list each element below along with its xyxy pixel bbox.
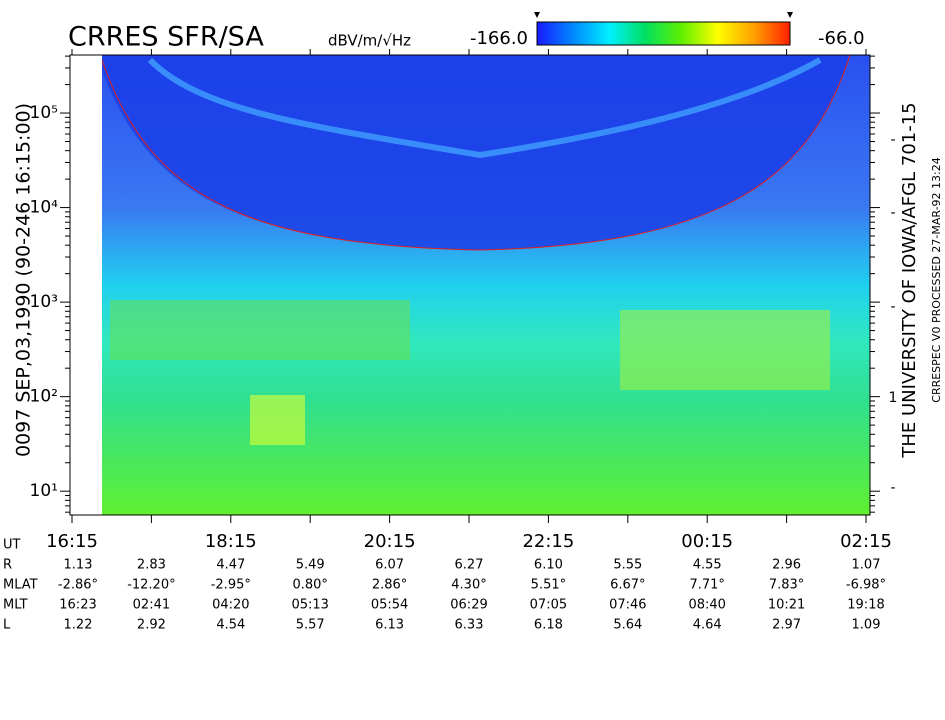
x-tick-label: 20:15: [364, 531, 416, 552]
x-tick-label: 00:15: [681, 531, 733, 552]
y-tick-label: 10⁴: [30, 198, 59, 218]
ephemeris-value: 2.83: [137, 558, 166, 573]
ephemeris-value: 5.51°: [531, 578, 566, 593]
ephemeris-value: 2.97: [772, 618, 801, 633]
colorbar-tick: [534, 12, 540, 18]
colorbar-label: -166.0: [470, 28, 528, 49]
ephemeris-value: 6.67°: [610, 578, 645, 593]
ephemeris-value: 07:05: [530, 598, 567, 613]
ephemeris-value: -2.86°: [58, 578, 98, 593]
plot-frame: [69, 54, 871, 516]
ephemeris-value: 5.64: [613, 618, 642, 633]
ephemeris-value: 6.18: [534, 618, 563, 633]
ephemeris-value: 1.22: [64, 618, 93, 633]
ephemeris-value: 5.57: [296, 618, 325, 633]
ephemeris-name: L: [3, 618, 11, 633]
emission-band: [147, 57, 822, 159]
ephemeris-value: 1.07: [852, 558, 881, 573]
ephemeris-value: 19:18: [847, 598, 884, 613]
ephemeris-value: 2.96: [772, 558, 801, 573]
ephemeris-value: 4.54: [216, 618, 245, 633]
colorbar: [536, 21, 791, 46]
x-tick-label: 02:15: [840, 531, 892, 552]
y-tick-label: 10²: [30, 387, 58, 407]
ephemeris-value: 10:21: [768, 598, 805, 613]
emission-patch: [110, 300, 410, 360]
ephemeris-value: 5.49: [296, 558, 325, 573]
ephemeris-value: 0.80°: [292, 578, 327, 593]
ephemeris-value: 16:23: [59, 598, 96, 613]
ephemeris-value: 4.47: [216, 558, 245, 573]
x-tick-label: 18:15: [205, 531, 257, 552]
x-tick-label: 16:15: [46, 531, 98, 552]
y-tick-label: 10¹: [30, 481, 58, 501]
ephemeris-value: 04:20: [212, 598, 249, 613]
ephemeris-value: 06:29: [450, 598, 487, 613]
ephemeris-name: MLAT: [3, 578, 38, 593]
ephemeris-name: MLT: [3, 598, 28, 613]
ephemeris-value: 4.30°: [451, 578, 486, 593]
left-label: 0097 SEP,03,1990 (90-246 16:15:00): [13, 103, 35, 457]
ephemeris-value: 4.64: [693, 618, 722, 633]
ephemeris-value: 6.13: [375, 618, 404, 633]
x-tick-label: 22:15: [522, 531, 574, 552]
right-sublabel: CRRESPEC V0 PROCESSED 27-MAR-92 13:24: [930, 157, 943, 402]
ephemeris-value: 1.09: [852, 618, 881, 633]
chart-title: CRRES SFR/SA: [68, 22, 264, 53]
ephemeris-value: 05:13: [291, 598, 328, 613]
ephemeris-value: 08:40: [688, 598, 725, 613]
ephemeris-value: 2.86°: [372, 578, 407, 593]
ephemeris-value: -12.20°: [127, 578, 175, 593]
emission-patch: [250, 395, 305, 445]
right-axis-label: -: [890, 205, 895, 221]
right-axis-label: -: [890, 480, 895, 496]
ephemeris-value: 02:41: [133, 598, 170, 613]
ephemeris-value: -6.98°: [846, 578, 886, 593]
ephemeris-value: 6.07: [375, 558, 404, 573]
x-label: UT: [3, 538, 21, 553]
ephemeris-value: 6.33: [455, 618, 484, 633]
ephemeris-value: 1.13: [64, 558, 93, 573]
colorbar-units: dBV/m/√Hz: [328, 32, 411, 50]
ephemeris-value: 2.92: [137, 618, 166, 633]
ephemeris-value: 7.83°: [769, 578, 804, 593]
right-axis-label: -: [890, 132, 895, 148]
ephemeris-value: -2.95°: [211, 578, 251, 593]
ephemeris-name: R: [3, 558, 12, 573]
colorbar-label: -66.0: [818, 28, 865, 49]
colorbar-tick: [787, 12, 793, 18]
gyrofrequency-curve: [101, 54, 851, 251]
ephemeris-value: 5.55: [613, 558, 642, 573]
ephemeris-value: 6.10: [534, 558, 563, 573]
y-tick-label: 10⁵: [30, 103, 58, 123]
right-axis-label: -: [890, 299, 895, 315]
ephemeris-value: 05:54: [371, 598, 408, 613]
y-tick-label: 10³: [30, 292, 58, 312]
ephemeris-value: 6.27: [455, 558, 484, 573]
right-label: THE UNIVERSITY OF IOWA/AFGL 701-15: [899, 102, 920, 458]
spectrogram: [101, 54, 870, 515]
ephemeris-value: 4.55: [693, 558, 722, 573]
emission-patch: [620, 310, 830, 390]
ephemeris-value: 7.71°: [689, 578, 724, 593]
right-axis-label: 1: [889, 390, 898, 406]
ephemeris-value: 07:46: [609, 598, 646, 613]
